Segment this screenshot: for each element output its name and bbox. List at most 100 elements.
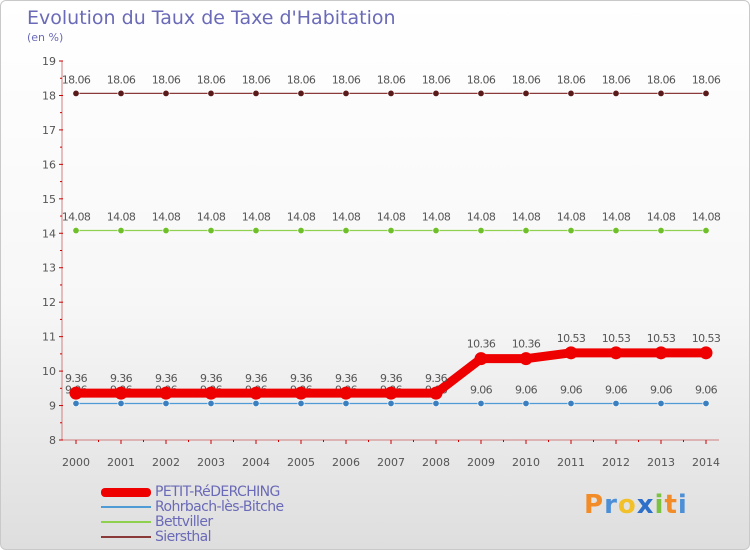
y-tick-label: 16: [42, 158, 56, 171]
data-point-bettviller: [477, 227, 485, 235]
data-label-bettviller: 14.08: [197, 211, 226, 224]
data-point-petit-r-derching: [519, 352, 533, 366]
data-point-bettviller: [387, 227, 395, 235]
data-label-petit-r-derching: 9.36: [65, 372, 88, 385]
data-point-petit-r-derching: [159, 386, 173, 400]
data-label-petit-r-derching: 9.36: [200, 372, 223, 385]
data-label-siersthal: 18.06: [692, 73, 721, 86]
data-point-bettviller: [702, 227, 710, 235]
data-label-bettviller: 14.08: [242, 211, 271, 224]
data-point-petit-r-derching: [204, 386, 218, 400]
data-point-petit-r-derching: [564, 346, 578, 360]
legend-swatch-petit-r-derching: [101, 487, 151, 497]
data-label-siersthal: 18.06: [512, 73, 541, 86]
data-point-rohrbach-l-s-bitche: [162, 399, 170, 407]
data-label-rohrbach-l-s-bitche: 9.06: [470, 383, 493, 396]
data-label-petit-r-derching: 10.53: [557, 332, 586, 345]
data-point-petit-r-derching: [249, 386, 263, 400]
data-label-bettviller: 14.08: [422, 211, 451, 224]
data-point-rohrbach-l-s-bitche: [72, 399, 80, 407]
data-label-siersthal: 18.06: [422, 73, 451, 86]
data-point-siersthal: [117, 89, 125, 97]
data-point-bettviller: [567, 227, 575, 235]
data-label-bettviller: 14.08: [62, 211, 91, 224]
data-label-siersthal: 18.06: [467, 73, 496, 86]
legend-label-siersthal: Siersthal: [155, 529, 211, 545]
data-label-petit-r-derching: 9.36: [335, 372, 358, 385]
data-label-rohrbach-l-s-bitche: 9.06: [515, 383, 538, 396]
data-label-bettviller: 14.08: [647, 211, 676, 224]
y-tick-label: 13: [42, 262, 56, 275]
data-label-petit-r-derching: 9.36: [245, 372, 268, 385]
chart-unit-label: (en %): [27, 31, 64, 44]
x-tick-label: 2012: [602, 456, 630, 469]
data-label-petit-r-derching: 9.36: [110, 372, 133, 385]
y-tick-label: 18: [42, 89, 56, 102]
logo-letter: i: [654, 490, 665, 520]
data-label-petit-r-derching: 10.53: [602, 332, 631, 345]
x-tick-label: 2011: [557, 456, 585, 469]
legend-item-bettviller: Bettviller: [101, 515, 341, 530]
data-label-petit-r-derching: 10.53: [647, 332, 676, 345]
data-point-petit-r-derching: [69, 386, 83, 400]
data-point-siersthal: [387, 89, 395, 97]
legend-label-bettviller: Bettviller: [155, 514, 213, 530]
data-label-bettviller: 14.08: [512, 211, 541, 224]
y-tick-label: 12: [42, 296, 56, 309]
data-label-siersthal: 18.06: [557, 73, 586, 86]
x-tick-label: 2001: [107, 456, 135, 469]
data-point-bettviller: [342, 227, 350, 235]
data-point-bettviller: [657, 227, 665, 235]
data-point-bettviller: [522, 227, 530, 235]
data-point-siersthal: [477, 89, 485, 97]
legend-item-siersthal: Siersthal: [101, 530, 341, 545]
data-label-bettviller: 14.08: [467, 211, 496, 224]
x-tick-label: 2000: [62, 456, 90, 469]
data-label-petit-r-derching: 9.36: [425, 372, 448, 385]
data-point-bettviller: [252, 227, 260, 235]
data-point-rohrbach-l-s-bitche: [702, 399, 710, 407]
chart-title: Evolution du Taux de Taxe d'Habitation: [27, 7, 396, 29]
data-label-rohrbach-l-s-bitche: 9.06: [650, 383, 673, 396]
data-label-rohrbach-l-s-bitche: 9.06: [605, 383, 628, 396]
legend-label-rohrbach-l-s-bitche: Rohrbach-lès-Bitche: [155, 499, 284, 515]
data-label-siersthal: 18.06: [647, 73, 676, 86]
x-tick-label: 2006: [332, 456, 360, 469]
data-label-rohrbach-l-s-bitche: 9.06: [695, 383, 718, 396]
data-point-siersthal: [342, 89, 350, 97]
data-label-siersthal: 18.06: [287, 73, 316, 86]
data-label-bettviller: 14.08: [377, 211, 406, 224]
data-point-rohrbach-l-s-bitche: [522, 399, 530, 407]
data-label-siersthal: 18.06: [152, 73, 181, 86]
legend-swatch-siersthal: [101, 536, 151, 538]
data-label-bettviller: 14.08: [602, 211, 631, 224]
data-point-rohrbach-l-s-bitche: [342, 399, 350, 407]
logo-letter: i: [677, 490, 688, 520]
x-tick-label: 2003: [197, 456, 225, 469]
x-tick-label: 2005: [287, 456, 315, 469]
legend: PETIT-RéDERCHING Rohrbach-lès-Bitche Bettv…: [101, 485, 341, 545]
data-point-petit-r-derching: [339, 386, 353, 400]
data-point-petit-r-derching: [699, 346, 713, 360]
data-point-bettviller: [297, 227, 305, 235]
data-label-siersthal: 18.06: [107, 73, 136, 86]
legend-swatch-bettviller: [101, 521, 151, 523]
logo-letter: P: [584, 490, 605, 520]
data-label-bettviller: 14.08: [692, 211, 721, 224]
data-point-rohrbach-l-s-bitche: [297, 399, 305, 407]
x-tick-label: 2004: [242, 456, 270, 469]
data-point-bettviller: [162, 227, 170, 235]
y-tick-label: 17: [42, 124, 56, 137]
data-point-rohrbach-l-s-bitche: [207, 399, 215, 407]
data-label-petit-r-derching: 9.36: [380, 372, 403, 385]
logo-letter: x: [636, 490, 655, 520]
data-label-siersthal: 18.06: [377, 73, 406, 86]
data-label-petit-r-derching: 10.53: [692, 332, 721, 345]
x-tick-label: 2008: [422, 456, 450, 469]
data-label-bettviller: 14.08: [107, 211, 136, 224]
y-tick-label: 9: [49, 400, 56, 413]
x-tick-label: 2010: [512, 456, 540, 469]
data-label-petit-r-derching: 9.36: [155, 372, 178, 385]
